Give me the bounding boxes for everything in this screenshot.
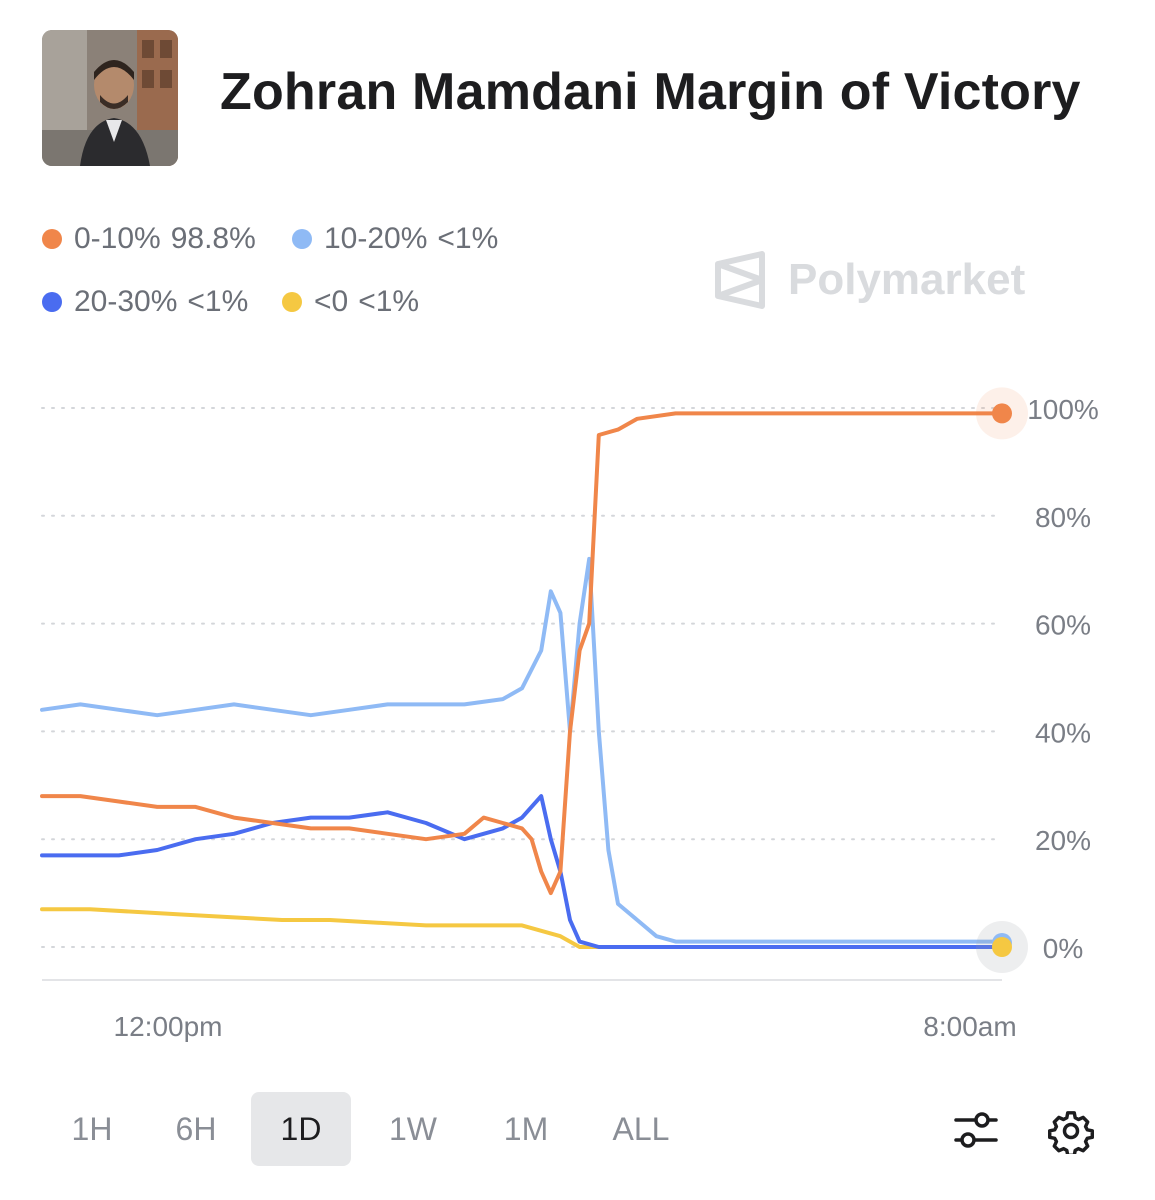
x-tick-label: 12:00pm [114,1011,223,1042]
time-range-bar: 1H 6H 1D 1W 1M ALL [0,1092,1155,1166]
legend-value: <1% [358,285,420,318]
chart-series-lines [40,411,1004,949]
range-button-1m[interactable]: 1M [503,1111,549,1147]
range-button-all[interactable]: ALL [612,1111,670,1147]
watermark-text: Polymarket [788,255,1026,304]
endpoint-dot [992,937,1012,957]
legend-dot-light-blue [292,229,312,249]
page-title: Zohran Mamdani Margin of Victory [220,63,1081,121]
range-button-1d[interactable]: 1D [251,1092,351,1166]
legend-dot-orange [42,229,62,249]
y-tick-label: 20% [1035,825,1091,856]
legend-label: <0 [314,285,349,318]
price-chart[interactable]: 100% 80% 60% 40% 20% 0% 12:00pm 8:00am [0,360,1155,1060]
series-line-2 [40,794,1004,949]
chart-endpoints [976,387,1028,973]
legend-dot-blue [42,292,62,312]
series-line-0 [40,411,1004,896]
legend-label: 20-30% [74,285,178,318]
y-tick-label: 100% [1027,394,1099,425]
gear-icon[interactable] [1048,1108,1094,1154]
y-tick-label: 0% [1043,933,1083,964]
legend-value: <1% [437,222,499,255]
chart-grid [41,407,1003,981]
endpoint-dot [992,403,1012,424]
series-line-1 [40,556,1004,944]
legend-dot-yellow [282,292,302,312]
y-tick-label: 80% [1035,502,1091,533]
legend-item-10-20[interactable]: 10-20% <1% [292,222,498,256]
avatar [42,30,178,166]
legend-item-20-30[interactable]: 20-30% <1% [42,285,248,319]
legend-value: 98.8% [170,222,256,255]
range-button-6h[interactable]: 6H [175,1111,217,1147]
polymarket-logo-icon [715,251,765,309]
sliders-icon[interactable] [950,1108,1002,1152]
range-button-1h[interactable]: 1H [71,1111,113,1147]
legend-item-below-0[interactable]: <0 <1% [282,285,419,319]
legend-value: <1% [187,285,249,318]
polymarket-watermark: Polymarket [714,250,1025,310]
legend-label: 10-20% [324,222,428,255]
range-button-1w[interactable]: 1W [389,1111,437,1147]
x-tick-label: 8:00am [923,1011,1016,1042]
y-tick-label: 40% [1035,717,1091,748]
legend-label: 0-10% [74,222,161,255]
y-axis-ticks: 100% 80% 60% 40% 20% 0% [1027,394,1099,964]
y-tick-label: 60% [1035,610,1091,641]
x-axis-ticks: 12:00pm 8:00am [114,1011,1017,1042]
legend-item-0-10[interactable]: 0-10% 98.8% [42,222,256,256]
